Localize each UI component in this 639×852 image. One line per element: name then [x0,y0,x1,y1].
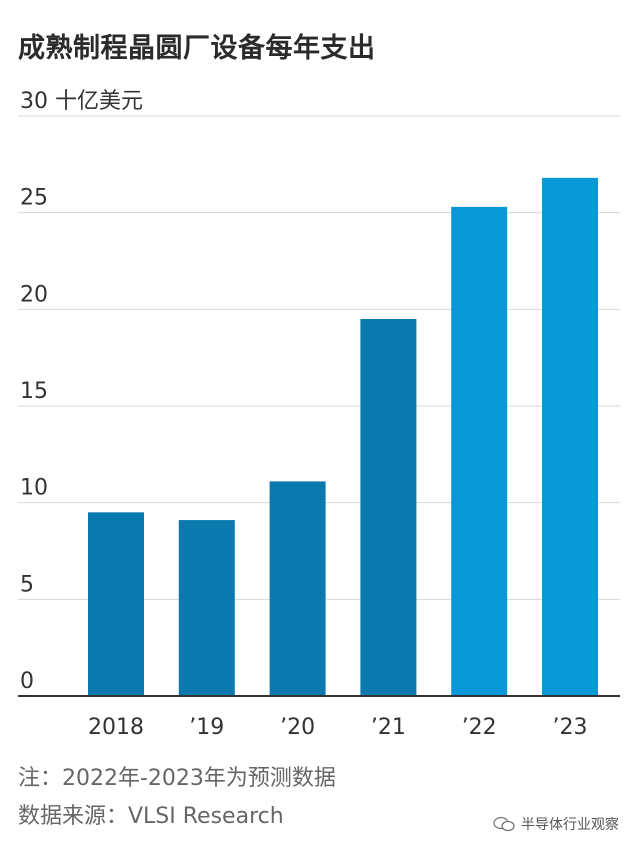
bar [451,206,508,696]
bar [178,520,235,696]
watermark-text: 半导体行业观察 [521,817,619,833]
x-tick-label: 2018 [88,715,144,740]
chart-title: 成熟制程晶圆厂设备每年支出 [18,33,376,64]
bar [360,319,417,696]
x-tick-label: ’21 [371,715,406,740]
data-source: 数据来源：VLSI Research [18,804,284,829]
forecast-note: 注：2022年-2023年为预测数据 [18,766,336,791]
watermark: 半导体行业观察 [493,814,619,834]
x-tick-label: ’22 [462,715,497,740]
bar [88,512,144,696]
x-tick-label: ’19 [189,715,224,740]
y-tick-label: 5 [20,572,34,597]
y-tick-label: 15 [20,379,48,404]
bar [269,481,326,696]
bar [542,177,598,696]
y-tick-label: 25 [20,186,48,211]
y-tick-label: 20 [20,282,48,307]
y-tick-label: 0 [20,669,34,694]
y-tick-label: 10 [20,476,48,501]
x-tick-label: ’23 [553,715,588,740]
bar-chart: 0 5 10 15 20 25 30 十亿美元 2018 ’19 ’20 ’21 ’22 ’23 [18,89,620,740]
y-tick-label: 30 十亿美元 [20,89,143,114]
x-tick-label: ’20 [280,715,315,740]
wechat-icon [493,816,515,832]
